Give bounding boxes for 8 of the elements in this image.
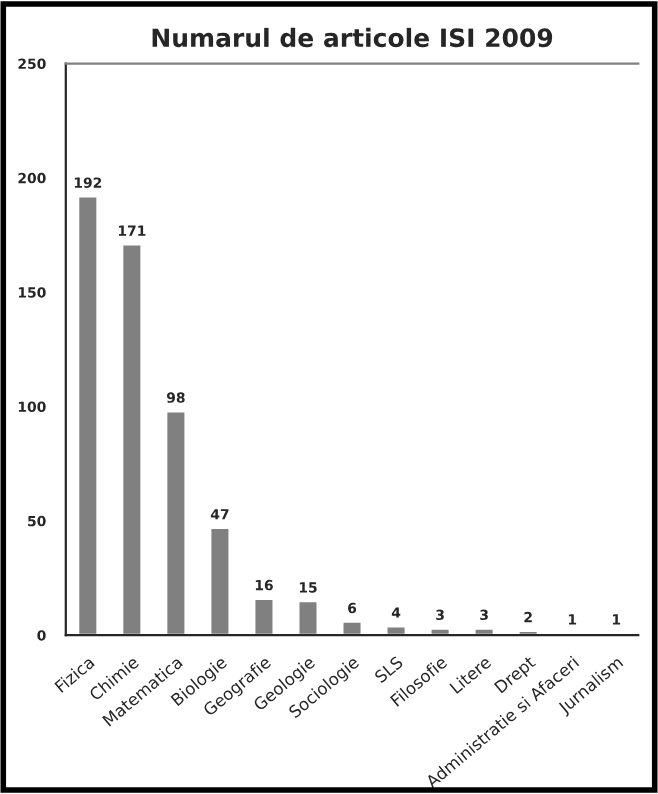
bar <box>164 409 188 636</box>
bar <box>76 194 100 636</box>
chart-title: Numarul de articole ISI 2009 <box>152 27 553 48</box>
bar <box>120 242 144 636</box>
bar <box>208 526 232 636</box>
bar <box>252 597 276 636</box>
bar <box>340 620 364 636</box>
bar <box>296 599 320 636</box>
